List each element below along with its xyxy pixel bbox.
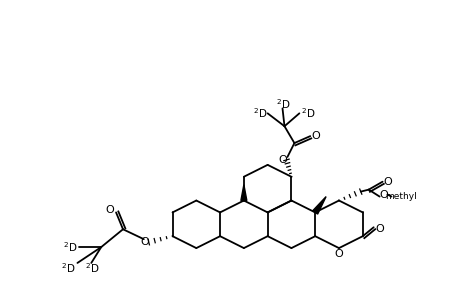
Text: O: O [382,177,391,187]
Text: O: O [311,131,320,141]
Text: O: O [378,190,387,200]
Text: $^2$D: $^2$D [252,106,266,120]
Text: $^2$D: $^2$D [85,261,99,275]
Text: $^2$D: $^2$D [61,261,76,275]
Text: $^2$D: $^2$D [300,106,315,120]
Text: O: O [140,237,149,247]
Text: O: O [334,249,342,259]
Text: $^2$D: $^2$D [63,240,78,254]
Text: O: O [106,206,114,215]
Text: methyl: methyl [385,192,416,201]
Polygon shape [312,196,325,214]
Polygon shape [241,185,246,200]
Text: $^2$D: $^2$D [276,98,290,111]
Text: O: O [375,224,383,234]
Text: O: O [278,155,286,165]
